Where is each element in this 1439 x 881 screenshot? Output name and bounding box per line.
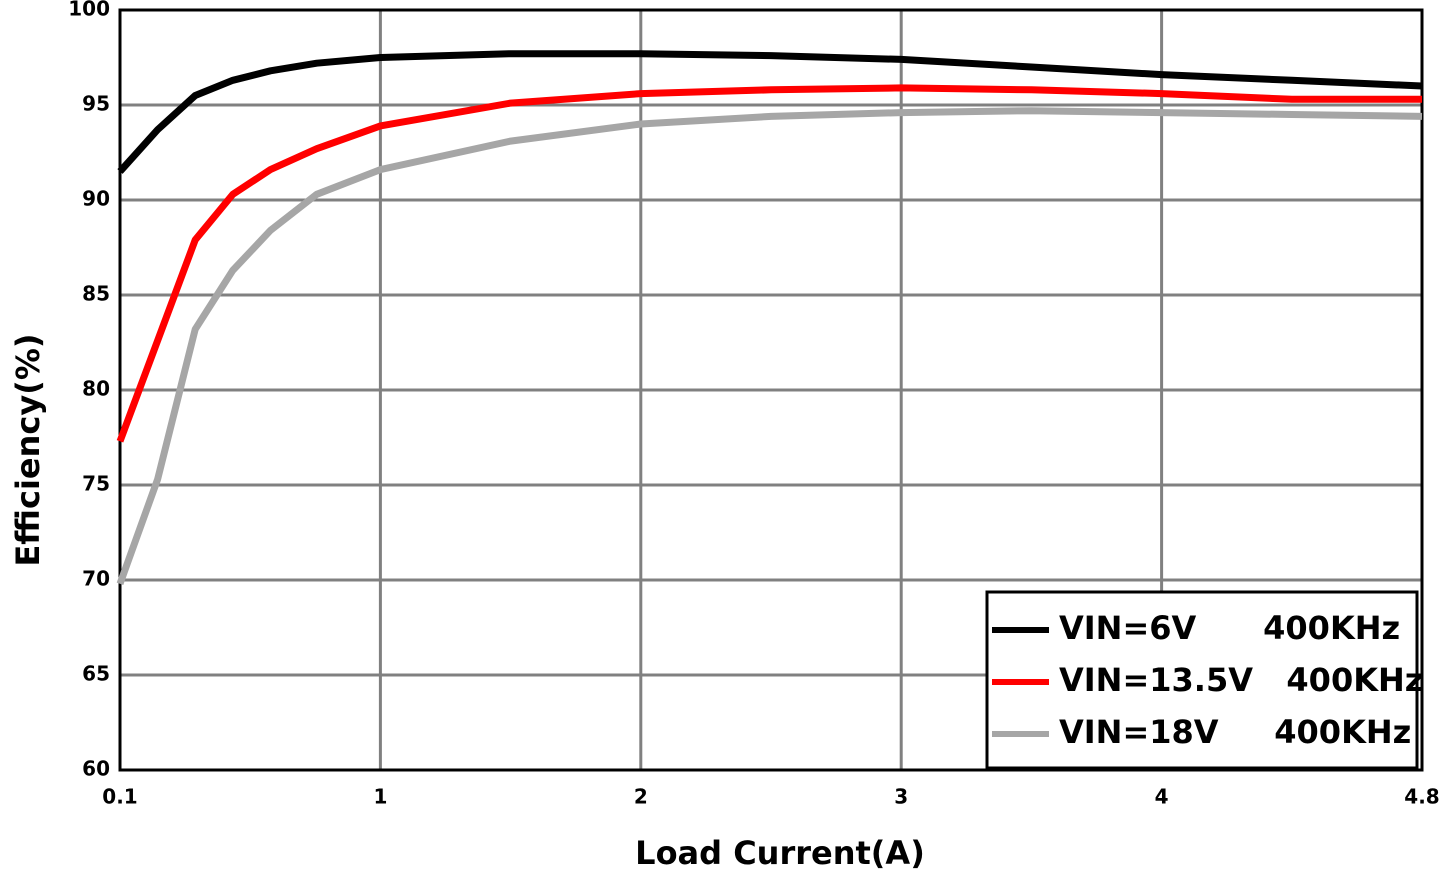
x-tick-label: 2 bbox=[634, 785, 648, 809]
series-line bbox=[117, 50, 1423, 174]
y-tick-label: 90 bbox=[82, 187, 110, 211]
x-tick-label: 4.8 bbox=[1404, 785, 1439, 809]
y-tick-label: 75 bbox=[82, 472, 110, 496]
legend-label: VIN=6V 400KHz bbox=[1059, 609, 1400, 647]
y-tick-label: 70 bbox=[82, 567, 110, 591]
series-line bbox=[116, 84, 1422, 443]
series-line bbox=[116, 107, 1423, 585]
y-tick-label: 95 bbox=[82, 92, 110, 116]
x-tick-label: 4 bbox=[1155, 785, 1169, 809]
legend-label: VIN=18V 400KHz bbox=[1059, 713, 1411, 751]
y-tick-label: 80 bbox=[82, 377, 110, 401]
y-tick-label: 65 bbox=[82, 662, 110, 686]
x-tick-label: 1 bbox=[373, 785, 387, 809]
legend: VIN=6V 400KHz VIN=13.5V 400KHz VIN=18V 400… bbox=[985, 590, 1423, 770]
x-tick-label: 3 bbox=[894, 785, 908, 809]
y-tick-label: 100 bbox=[68, 0, 110, 21]
x-axis-label: Load Current(A) bbox=[635, 834, 925, 872]
legend-label: VIN=13.5V 400KHz bbox=[1059, 661, 1423, 699]
plot-frame bbox=[118, 8, 1424, 772]
legend-box bbox=[985, 590, 1419, 770]
y-axis-label: Efficiency(%) bbox=[9, 333, 47, 566]
x-tick-label: 0.1 bbox=[102, 785, 137, 809]
y-tick-label: 85 bbox=[82, 282, 110, 306]
y-tick-label: 60 bbox=[82, 757, 110, 781]
